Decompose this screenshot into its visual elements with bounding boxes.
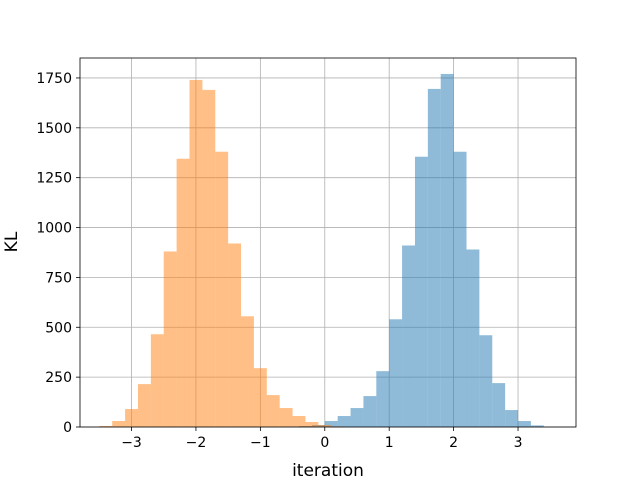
x-axis-label: iteration [292, 461, 364, 480]
x-tick-label: −2 [186, 435, 207, 451]
histogram-bar [440, 73, 454, 427]
histogram-bar [305, 422, 319, 427]
histogram-bar [99, 426, 113, 427]
x-tick-label: 3 [514, 435, 523, 451]
histogram-bar [479, 335, 493, 427]
histogram-bar [337, 416, 351, 427]
histogram-bar [530, 425, 544, 427]
histogram-bar [376, 371, 390, 427]
x-tick-label: 1 [385, 435, 394, 451]
y-tick-label: 500 [45, 320, 72, 336]
histogram-bar [518, 421, 531, 427]
x-tick-label: 2 [449, 435, 458, 451]
x-tick-label: 0 [320, 435, 329, 451]
axis-ticks: −3 −2 −1 0 1 2 3 0 250 500 750 1000 1250 1500 1750 [36, 71, 522, 451]
histogram-bar [202, 89, 216, 427]
histogram-bar [112, 421, 126, 427]
histogram-bar [150, 334, 164, 427]
histogram-bar [228, 243, 242, 427]
histogram-bar [324, 421, 338, 427]
histogram-bar [189, 79, 203, 427]
y-tick-label: 1250 [36, 171, 72, 187]
y-tick-label: 0 [63, 420, 72, 436]
histogram-bar [427, 88, 441, 428]
plot-frame [79, 57, 577, 428]
histogram-bar [253, 368, 267, 427]
histogram-bar [402, 245, 415, 427]
y-axis-label: KL [2, 231, 22, 252]
histogram-bar [492, 383, 506, 427]
y-tick-label: 250 [45, 370, 72, 386]
histogram-bar [389, 319, 403, 427]
histogram-bar [505, 410, 519, 427]
histogram-bar [350, 408, 364, 427]
histogram-bar [279, 408, 293, 427]
histogram-bar [266, 395, 280, 427]
y-tick-label: 1750 [36, 71, 72, 87]
histogram-bar [318, 425, 332, 427]
y-tick-label: 1000 [36, 221, 72, 237]
histogram-bar [453, 151, 467, 427]
y-tick-label: 750 [45, 270, 72, 286]
histogram-bar [466, 249, 480, 427]
y-tick-label: 1500 [36, 121, 72, 137]
x-tick-label: −3 [121, 435, 142, 451]
histogram-bar [241, 316, 254, 427]
histogram-bar [176, 158, 190, 427]
histogram-bar [292, 416, 306, 427]
bars [99, 73, 544, 428]
histogram-bar [414, 156, 428, 428]
histogram-bar [125, 409, 138, 427]
x-tick-label: −1 [250, 435, 271, 451]
histogram-bar [215, 151, 229, 427]
histogram-bar [363, 396, 377, 427]
histogram-bar [137, 384, 151, 427]
histogram-bar [163, 251, 177, 427]
